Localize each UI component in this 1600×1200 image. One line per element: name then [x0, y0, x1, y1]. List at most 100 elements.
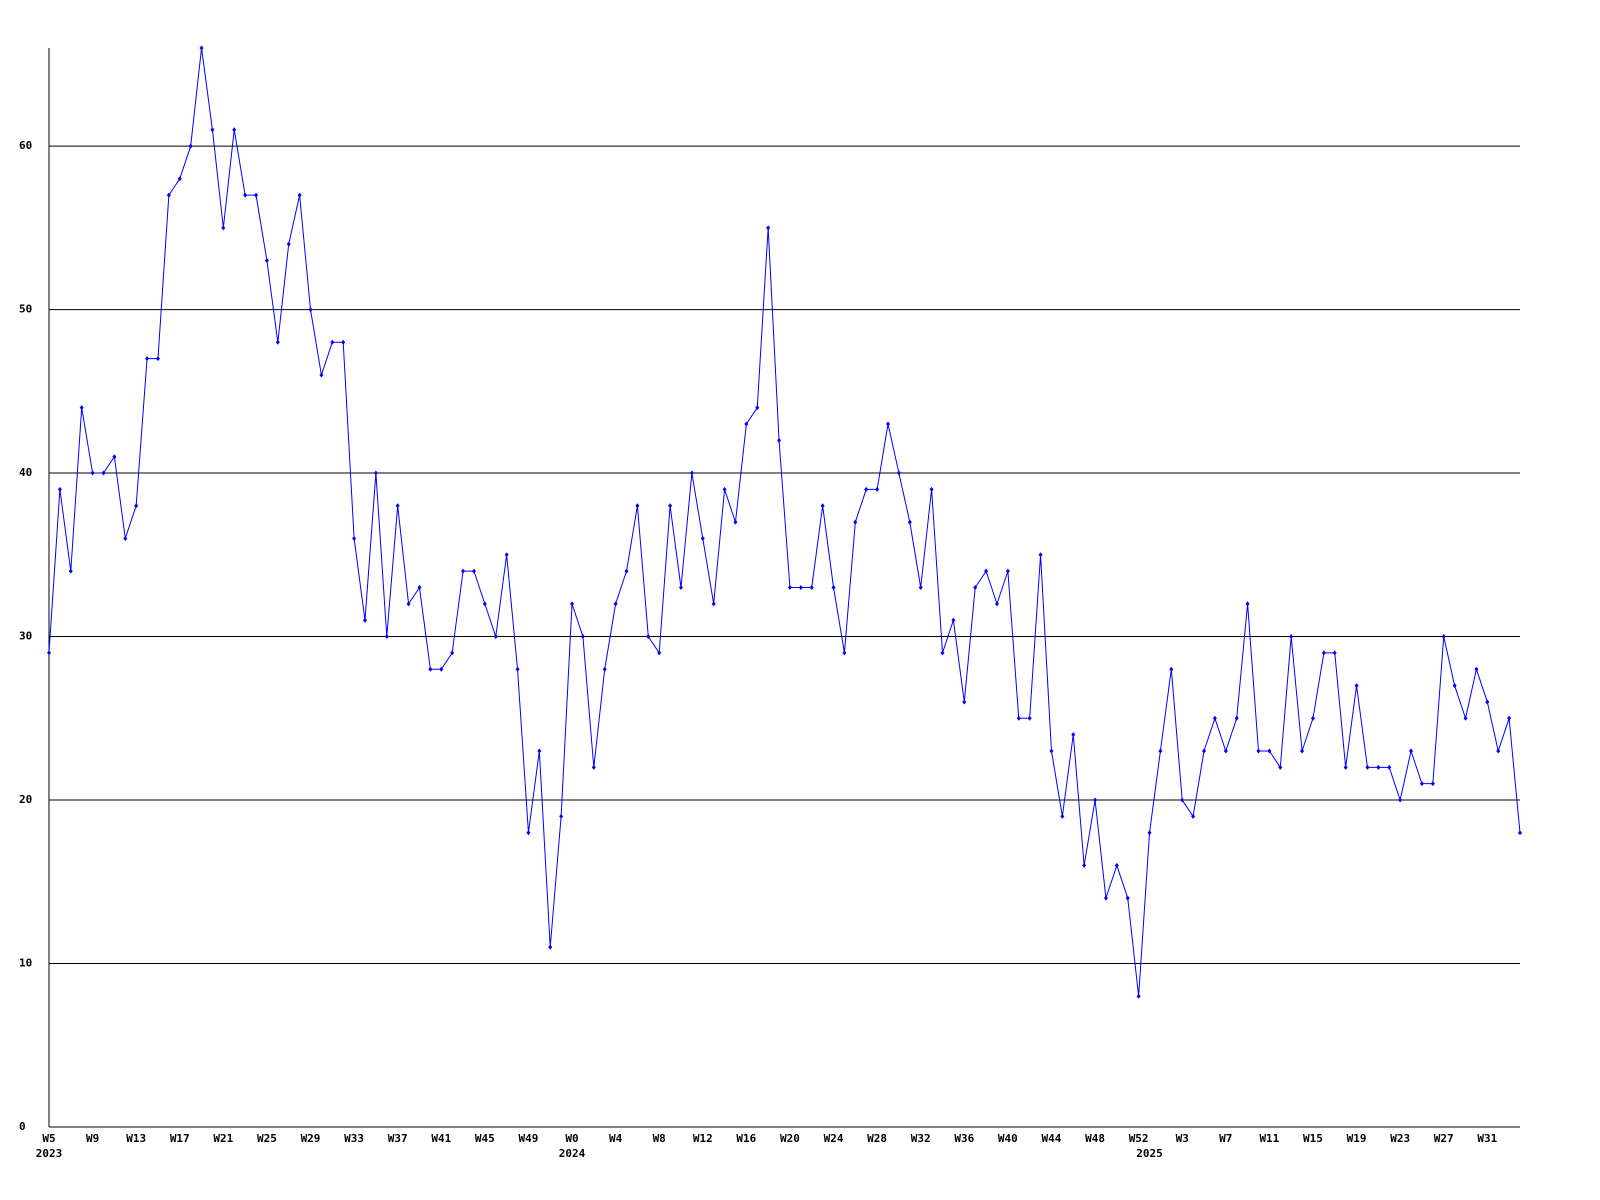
data-point: [243, 192, 248, 198]
data-point: [68, 568, 73, 574]
data-point: [962, 699, 967, 705]
data-point: [831, 585, 836, 590]
data-line: [48, 47, 1521, 997]
data-point: [1202, 748, 1207, 754]
data-point: [602, 666, 607, 672]
data-point: [1049, 748, 1054, 754]
x-tick-label: W7: [1219, 1132, 1232, 1145]
data-point: [787, 585, 792, 590]
data-point: [1398, 797, 1403, 803]
data-point: [57, 486, 62, 492]
data-point: [112, 454, 117, 460]
data-point: [929, 486, 934, 492]
y-tick-label: 10: [19, 957, 32, 970]
data-point: [90, 470, 95, 476]
x-tick-label: W32: [911, 1132, 931, 1145]
data-point: [875, 486, 880, 492]
data-point: [689, 470, 694, 476]
data-point: [384, 634, 389, 640]
data-point: [820, 503, 825, 509]
data-point: [559, 813, 564, 819]
x-year-label: 2023: [36, 1147, 63, 1160]
data-point: [657, 650, 662, 656]
x-tick-label: W45: [475, 1132, 495, 1145]
y-tick-label: 20: [19, 793, 32, 806]
data-point: [275, 339, 280, 345]
data-point: [940, 650, 945, 656]
x-tick-label: W27: [1434, 1132, 1454, 1145]
data-point: [341, 339, 346, 345]
data-point: [1147, 830, 1152, 836]
x-tick-label: W5: [42, 1132, 55, 1145]
data-point: [1278, 764, 1283, 770]
data-point: [221, 225, 226, 231]
x-tick-label: W33: [344, 1132, 364, 1145]
data-point: [853, 519, 858, 525]
x-tick-label: W25: [257, 1132, 277, 1145]
data-point: [1005, 568, 1010, 574]
data-point: [1060, 813, 1065, 819]
y-tick-label: 40: [19, 466, 32, 479]
data-point: [1223, 748, 1228, 754]
data-point: [700, 535, 705, 541]
y-tick-label: 60: [19, 139, 32, 152]
x-tick-label: W0: [565, 1132, 578, 1145]
x-tick-label: W13: [126, 1132, 146, 1145]
x-tick-label: W20: [780, 1132, 800, 1145]
data-point: [461, 568, 466, 574]
data-point: [297, 192, 302, 198]
x-tick-label: W8: [653, 1132, 666, 1145]
x-tick-label: W17: [170, 1132, 190, 1145]
data-point: [1169, 666, 1174, 672]
data-point: [254, 192, 259, 198]
data-point: [1518, 830, 1522, 836]
x-tick-label: W48: [1085, 1132, 1105, 1145]
data-point: [101, 470, 106, 476]
data-point: [548, 944, 553, 950]
y-tick-label: 50: [19, 303, 32, 316]
data-point: [1332, 650, 1337, 656]
data-point: [471, 568, 476, 574]
data-point: [1474, 666, 1479, 672]
data-point: [1409, 748, 1414, 754]
data-point: [777, 437, 782, 443]
data-point: [1267, 748, 1272, 754]
x-year-label: 2025: [1136, 1147, 1163, 1160]
data-point: [134, 503, 139, 509]
data-point: [1114, 862, 1119, 868]
data-point: [123, 535, 128, 541]
data-point: [1463, 715, 1468, 721]
data-point: [1289, 634, 1294, 640]
data-point: [591, 764, 596, 770]
data-point: [47, 650, 51, 656]
data-point: [1321, 650, 1326, 656]
x-year-label: 2024: [559, 1147, 586, 1160]
data-point: [635, 503, 640, 509]
x-tick-label: W16: [736, 1132, 756, 1145]
data-point: [373, 470, 378, 476]
data-point: [1485, 699, 1490, 705]
data-point: [210, 127, 215, 133]
data-point: [1125, 895, 1130, 901]
data-point: [798, 585, 803, 590]
data-point: [1376, 764, 1381, 770]
x-tick-label: W24: [824, 1132, 844, 1145]
x-tick-label: W41: [431, 1132, 451, 1145]
data-point: [1158, 748, 1163, 754]
x-tick-label: W52: [1129, 1132, 1149, 1145]
data-point: [537, 748, 542, 754]
data-point: [188, 143, 193, 149]
x-tick-label: W12: [693, 1132, 713, 1145]
data-point: [1496, 748, 1501, 754]
data-point: [1343, 764, 1348, 770]
data-point: [330, 339, 335, 345]
data-point: [1191, 813, 1196, 819]
data-point: [232, 127, 237, 133]
data-point: [1387, 764, 1392, 770]
data-point: [177, 176, 182, 182]
x-tick-label: W3: [1176, 1132, 1189, 1145]
data-point: [155, 356, 160, 362]
data-point: [1419, 781, 1424, 787]
x-tick-label: W15: [1303, 1132, 1323, 1145]
